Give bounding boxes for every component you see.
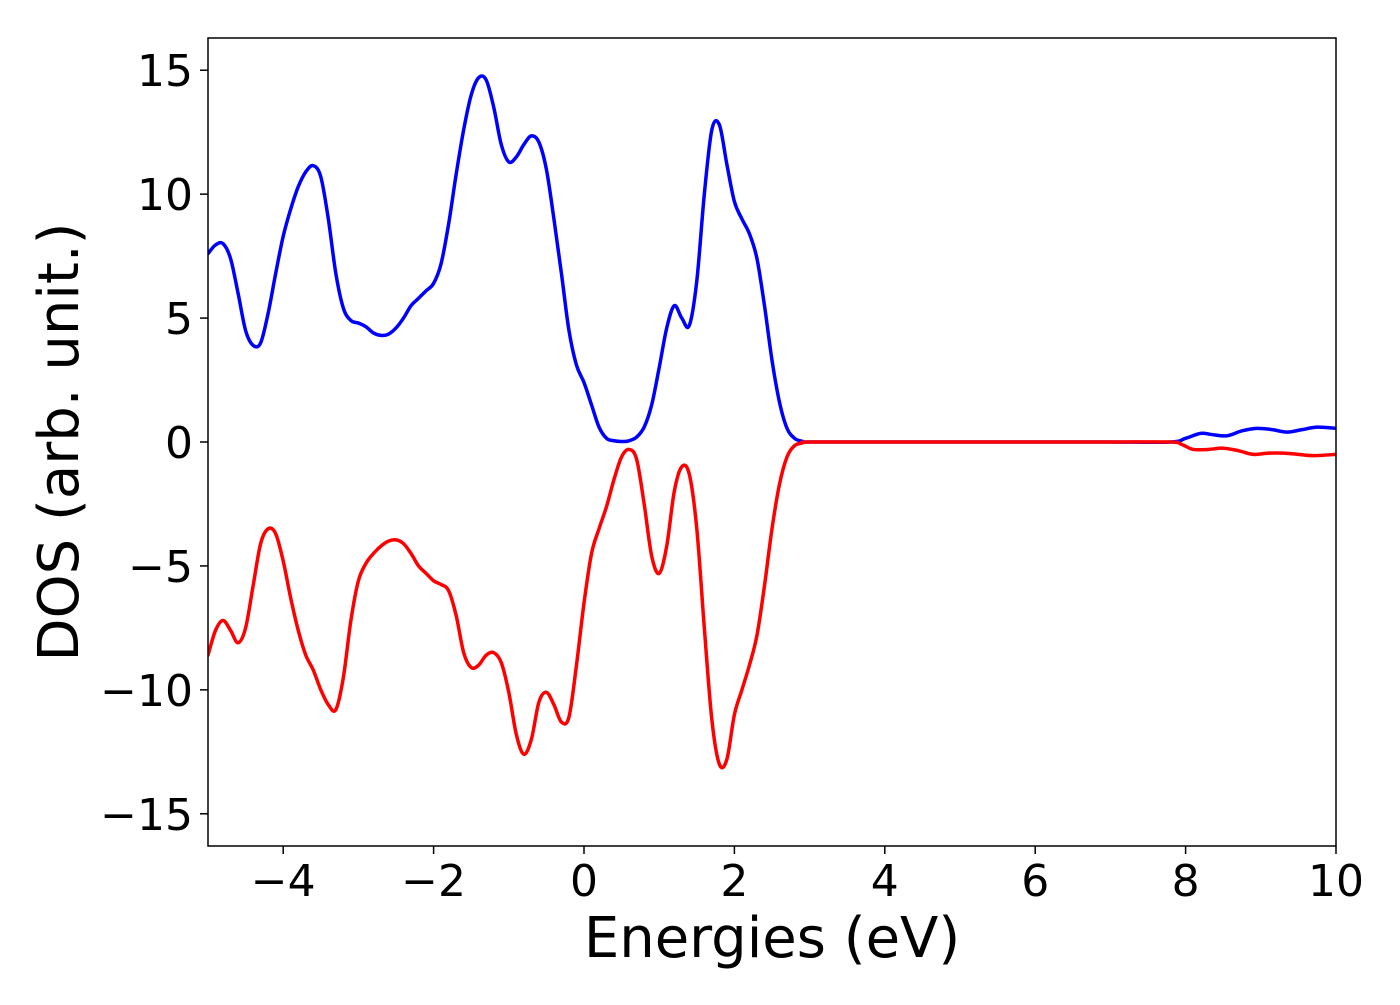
x-tick-label: 0: [570, 856, 598, 907]
x-tick-label: 2: [720, 856, 748, 907]
x-tick-label: 4: [871, 856, 899, 907]
x-axis-label: Energies (eV): [584, 906, 960, 971]
y-tick-label: 0: [165, 418, 193, 469]
y-tick-label: −10: [100, 666, 193, 717]
x-tick-label: 10: [1308, 856, 1364, 907]
y-axis: −15 −10 −5 0 5 10 15: [100, 46, 208, 841]
y-tick-label: 5: [165, 294, 193, 345]
x-tick-label: −4: [251, 856, 316, 907]
x-tick-label: 6: [1021, 856, 1049, 907]
y-axis-label: DOS (arb. unit.): [27, 222, 92, 661]
y-tick-label: 10: [137, 170, 193, 221]
y-tick-label: 15: [137, 46, 193, 97]
x-tick-label: 8: [1172, 856, 1200, 907]
y-tick-label: −5: [128, 542, 193, 593]
y-tick-label: −15: [100, 790, 193, 841]
x-axis: −4 −2 0 2 4 6 8 10: [251, 846, 1364, 907]
x-tick-label: −2: [401, 856, 466, 907]
series-line-1: [208, 440, 1336, 770]
series-layer: [208, 74, 1336, 770]
series-line-0: [208, 74, 1336, 445]
